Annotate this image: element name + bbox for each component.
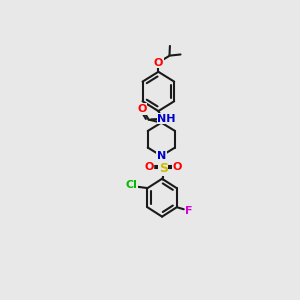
Text: S: S (159, 162, 168, 175)
Text: O: O (144, 162, 154, 172)
Text: F: F (185, 206, 193, 216)
Text: NH: NH (158, 114, 176, 124)
Text: O: O (173, 162, 182, 172)
Text: N: N (157, 151, 166, 161)
Text: O: O (154, 58, 163, 68)
Text: Cl: Cl (125, 180, 137, 190)
Text: O: O (137, 104, 147, 114)
